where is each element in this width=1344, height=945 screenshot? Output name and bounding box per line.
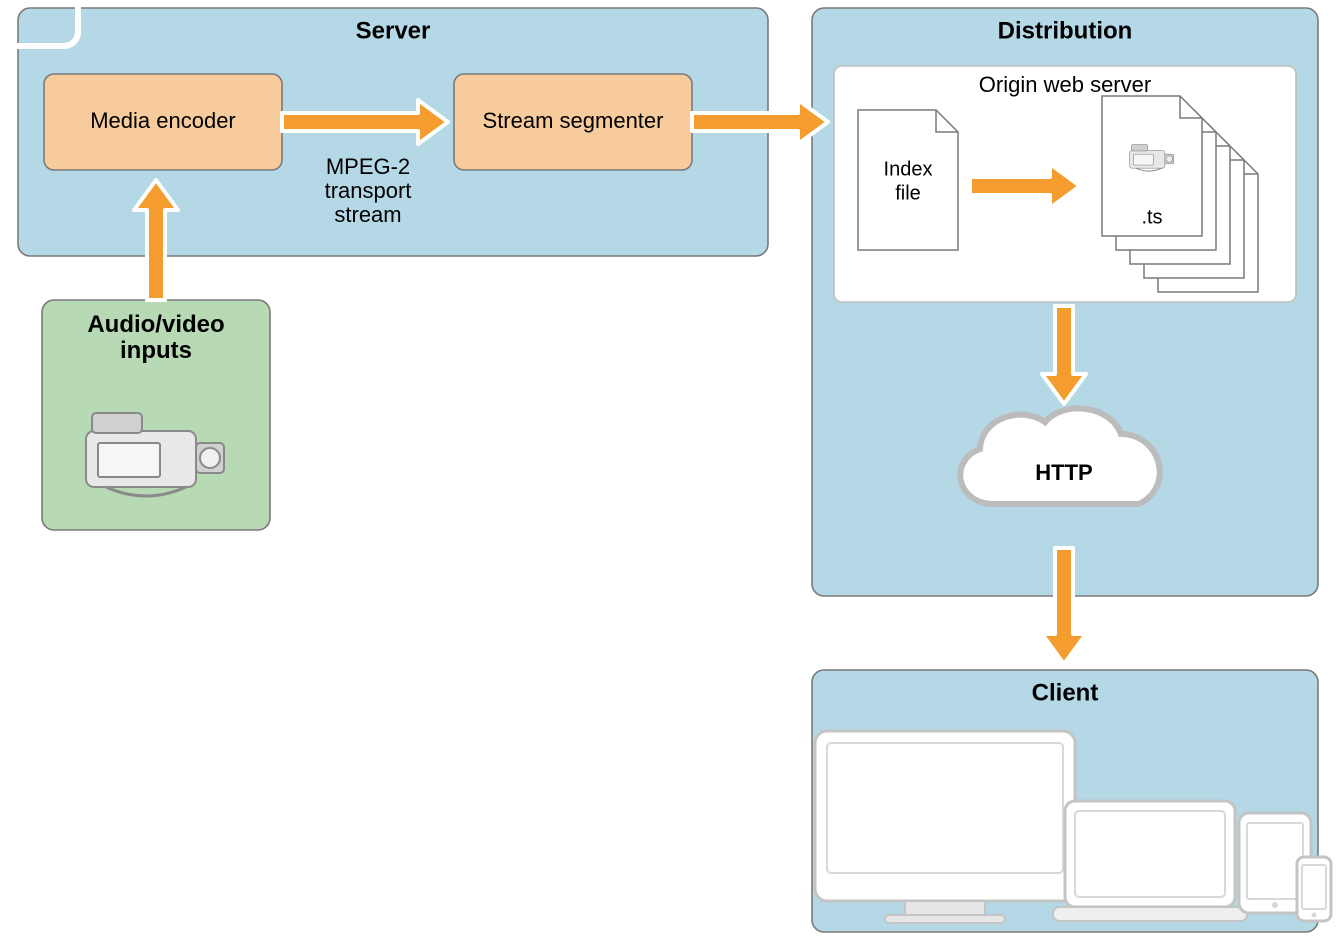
arrow-label: transport xyxy=(325,178,412,203)
segmenter-box: Stream segmenter xyxy=(454,74,692,170)
arrow-label: MPEG-2 xyxy=(326,154,410,179)
segmenter-label: Stream segmenter xyxy=(483,108,664,133)
panel-client-title: Client xyxy=(1032,679,1099,706)
ts-label: .ts xyxy=(1141,206,1162,228)
arrow-label: stream xyxy=(334,202,401,227)
panel-distribution-title: Distribution xyxy=(998,17,1133,44)
encoder-label: Media encoder xyxy=(90,108,236,133)
svg-text:file: file xyxy=(895,182,921,204)
panel-server-title: Server xyxy=(356,17,431,44)
encoder-box: Media encoder xyxy=(44,74,282,170)
index-file-icon: Indexfile xyxy=(858,110,958,250)
origin-title: Origin web server xyxy=(979,72,1151,97)
svg-text:Index: Index xyxy=(884,158,933,180)
svg-text:HTTP: HTTP xyxy=(1035,460,1092,485)
